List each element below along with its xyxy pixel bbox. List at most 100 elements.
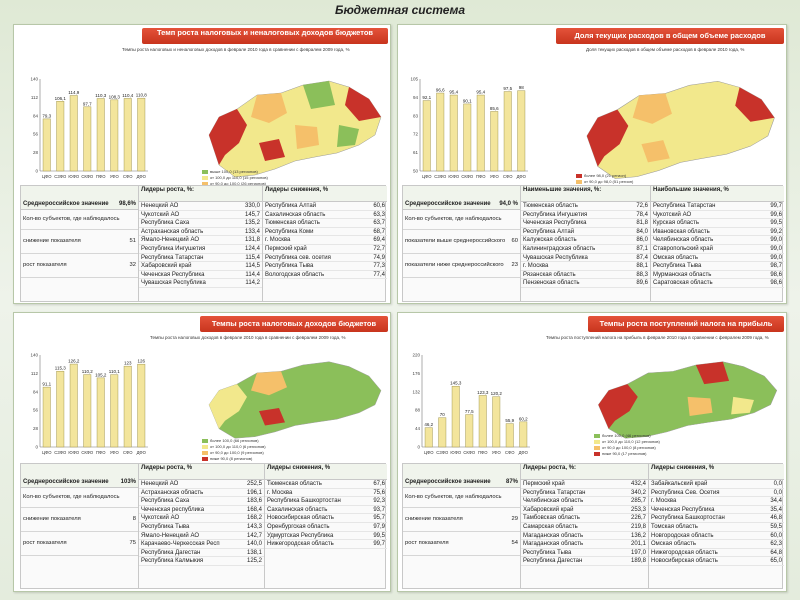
list-item: Оренбургская область 97,9 — [265, 523, 387, 532]
list-item: Республика Алтай 84,0 — [521, 228, 650, 237]
bar — [451, 385, 460, 448]
bar-chart: 50 61 72 83 94 105 92,1 ЦФО 96,6 СЗФО 95,4 ЮФО 90,1 С… — [410, 77, 528, 179]
region-name: Тюменская область — [523, 203, 578, 209]
region-value: 330,0 — [244, 203, 260, 209]
list-item: Тюменская область 72,6 — [521, 202, 650, 211]
bar-value-label: 97,7 — [83, 101, 92, 106]
region-value: 69,4 — [373, 237, 385, 244]
region-name: Республика сев. осетия — [265, 254, 331, 261]
region-value: 99,7 — [770, 203, 782, 209]
bar-value-label: 92,1 — [422, 95, 431, 100]
region-value: 97,9 — [373, 523, 385, 530]
chart-subtitle: Доля текущих расходов в общем объеме рас… — [586, 47, 745, 52]
region-name: Чеченская республика — [141, 506, 205, 513]
x-tick-label: ЦФО — [42, 174, 52, 179]
list-item: Республика Саха 135,2 — [139, 219, 262, 228]
list-item: Ненецкий АО 330,0 — [139, 202, 262, 211]
region-name: Ямало-Ненецкий АО — [141, 237, 199, 244]
region-name: Омская область — [651, 541, 697, 548]
list-title: Наибольшие значения, % — [651, 186, 784, 202]
list-item: г. Москва 69,4 — [263, 236, 387, 245]
page-title: Бюджетная система — [334, 3, 466, 17]
summary-column: Среднероссийское значение 87% Кол-во субъ… — [403, 464, 521, 588]
list-item: г. Москва 34,4 — [649, 497, 784, 506]
region-value: 84,0 — [636, 228, 648, 235]
summary-row: показатели ниже среднероссийского 23 — [403, 254, 520, 278]
bar-value-label: 77,5 — [465, 409, 474, 414]
bar — [83, 106, 92, 172]
region-name: Республика Татарстан — [141, 254, 204, 261]
leaders-column: Лидеры роста, % Ненецкий АО 252,5 Астраханс… — [139, 464, 265, 588]
list-item: Магаданская область 201,1 — [521, 540, 648, 549]
bar-value-label: 95,4 — [449, 90, 458, 95]
losers-column: Наибольшие значения, % Республика Татарст… — [651, 186, 784, 301]
list-item: Сахалинская область 63,3 — [263, 211, 387, 220]
region-value: 99,5 — [770, 220, 782, 227]
region-value: 34,4 — [770, 498, 782, 505]
list-item: Саратовская область 98,6 — [651, 279, 784, 288]
region-value: 35,4 — [770, 506, 782, 513]
chart-subtitle: Темпы роста налоговых доходов в феврале … — [150, 335, 346, 340]
region-value: 99,6 — [770, 211, 782, 218]
bar-value-label: 46,2 — [424, 422, 433, 427]
region-name: Удмуртская Республика — [267, 532, 334, 539]
legend-item: от 90,0 до 98,0 (51 регион) — [576, 179, 633, 184]
region-value: 64,8 — [770, 549, 782, 556]
list-item: Томская область 59,5 — [649, 523, 784, 532]
list-item: Чувашская Республика 114,2 — [139, 279, 262, 288]
bar-chart: 0 28 56 84 112 140 79,3 ЦФО 106,1 СЗФО 114,9 ЮФО 97,… — [30, 77, 148, 179]
list-item: Чеченская Республика 81,8 — [521, 219, 650, 228]
x-tick-label: ЮФО — [68, 450, 79, 455]
legend-item: более 100,0 (46 регионов) — [594, 433, 660, 438]
x-tick-label: ДФО — [519, 450, 529, 455]
legend-item: более 100,0 (66 регионов) — [202, 438, 266, 443]
y-tick-label: 94 — [413, 95, 419, 100]
region-name: Чукотский АО — [653, 211, 692, 218]
region-name: Калининградская область — [523, 245, 596, 252]
list-item: Новгородская область 60,0 — [649, 532, 784, 541]
list-item: Ямало-Ненецкий АО 131,8 — [139, 236, 262, 245]
chart-subtitle: Темпы роста поступлений налога на прибыл… — [546, 335, 769, 340]
region-value: 168,4 — [246, 506, 262, 513]
list-item: г. Москва 75,6 — [265, 489, 387, 498]
region-value: 77,3 — [373, 263, 385, 270]
bar-value-label: 115,3 — [55, 366, 66, 371]
region-name: Чувашская Республика — [141, 280, 206, 287]
summary-column: Среднероссийское значение 103% Кол-во суб… — [21, 464, 139, 588]
region-name: Томская область — [651, 523, 698, 530]
x-tick-label: СЗФО — [436, 450, 449, 455]
bar — [449, 94, 458, 172]
y-tick-label: 132 — [412, 389, 420, 394]
region-name: г. Москва — [265, 237, 291, 244]
region-value: 98,6 — [770, 280, 782, 287]
bar-value-label: 98 — [519, 85, 525, 90]
bar-value-label: 91,1 — [42, 382, 51, 387]
region-value: 201,1 — [630, 541, 646, 548]
x-tick-label: УФО — [110, 174, 120, 179]
region-value: 226,7 — [630, 515, 646, 522]
bar-chart: 0 28 56 84 112 140 91,1 ЦФО 115,3 СЗФО 126,2 ЮФО 110… — [30, 353, 148, 455]
y-tick-label: 61 — [413, 150, 419, 155]
russia-map — [576, 65, 781, 205]
list-title: Лидеры роста, %: — [139, 186, 262, 202]
bar — [478, 395, 487, 448]
list-item: Ямало-Ненецкий АО 142,7 — [139, 532, 264, 541]
list-item: Мурманская область 98,6 — [651, 271, 784, 280]
russia-map-shape — [208, 80, 382, 178]
region-value: 68,7 — [373, 228, 385, 235]
bar-value-label: 106,1 — [55, 96, 67, 101]
bar — [137, 363, 146, 448]
russia-map — [199, 65, 387, 203]
list-item: Республика Дагестан 138,1 — [139, 549, 264, 558]
bar — [42, 386, 51, 448]
list-item: Республика Тыва 197,0 — [521, 549, 648, 558]
bar — [69, 95, 78, 172]
region-value: 87,1 — [636, 245, 648, 252]
x-tick-label: ЦФО — [42, 450, 52, 455]
bar-value-label: 114,9 — [68, 90, 79, 95]
region-name: Пензенская область — [523, 280, 580, 287]
list-item: Пермский край 72,7 — [263, 245, 387, 254]
x-tick-label: ДФО — [137, 174, 147, 179]
list-item: Республика Ингушетия 124,4 — [139, 245, 262, 254]
bar — [123, 98, 132, 172]
